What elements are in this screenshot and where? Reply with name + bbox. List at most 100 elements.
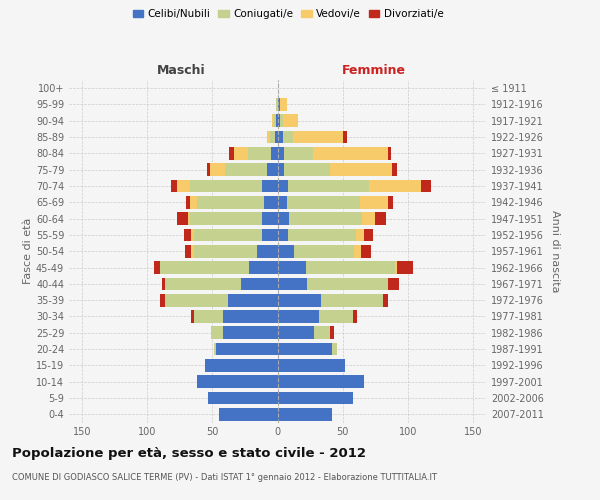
Bar: [197, 376, 277, 388]
Bar: [188, 212, 190, 225]
Y-axis label: Anni di nascita: Anni di nascita: [550, 210, 560, 292]
Bar: [248, 147, 271, 160]
Bar: [280, 98, 287, 111]
Bar: [226, 164, 267, 176]
Bar: [287, 196, 359, 208]
Bar: [223, 310, 277, 323]
Bar: [269, 130, 275, 143]
Bar: [185, 245, 191, 258]
Bar: [362, 212, 375, 225]
Bar: [277, 342, 332, 355]
Bar: [205, 359, 277, 372]
Text: Popolazione per età, sesso e stato civile - 2012: Popolazione per età, sesso e stato civil…: [12, 448, 366, 460]
Bar: [186, 196, 190, 208]
Bar: [293, 130, 343, 143]
Bar: [249, 261, 277, 274]
Bar: [329, 164, 392, 176]
Bar: [210, 164, 226, 176]
Bar: [197, 196, 265, 208]
Bar: [319, 310, 353, 323]
Bar: [276, 98, 277, 111]
Bar: [272, 114, 274, 127]
Bar: [277, 392, 353, 404]
Text: COMUNE DI GODIASCO SALICE TERME (PV) - Dati ISTAT 1° gennaio 2012 - Elaborazione: COMUNE DI GODIASCO SALICE TERME (PV) - D…: [12, 472, 437, 482]
Bar: [194, 245, 257, 258]
Bar: [219, 408, 277, 420]
Bar: [191, 310, 194, 323]
Bar: [388, 196, 394, 208]
Bar: [329, 326, 334, 339]
Bar: [190, 212, 262, 225]
Bar: [288, 180, 369, 192]
Bar: [277, 147, 284, 160]
Bar: [289, 212, 362, 225]
Bar: [353, 310, 357, 323]
Legend: Celibi/Nubili, Coniugati/e, Vedovi/e, Divorziati/e: Celibi/Nubili, Coniugati/e, Vedovi/e, Di…: [128, 5, 448, 24]
Bar: [223, 326, 277, 339]
Bar: [166, 278, 241, 290]
Bar: [284, 164, 329, 176]
Bar: [388, 147, 391, 160]
Bar: [274, 114, 276, 127]
Bar: [277, 310, 319, 323]
Bar: [194, 228, 262, 241]
Bar: [355, 245, 361, 258]
Bar: [332, 342, 337, 355]
Bar: [277, 180, 288, 192]
Bar: [190, 196, 197, 208]
Bar: [207, 164, 210, 176]
Bar: [388, 278, 398, 290]
Bar: [257, 245, 277, 258]
Bar: [283, 114, 298, 127]
Bar: [191, 245, 194, 258]
Bar: [161, 278, 166, 290]
Bar: [241, 278, 277, 290]
Bar: [154, 261, 160, 274]
Bar: [177, 180, 190, 192]
Bar: [277, 212, 289, 225]
Bar: [320, 294, 383, 306]
Bar: [364, 228, 373, 241]
Bar: [277, 164, 284, 176]
Bar: [262, 212, 277, 225]
Bar: [343, 130, 347, 143]
Bar: [314, 326, 329, 339]
Bar: [277, 326, 314, 339]
Bar: [170, 180, 177, 192]
Bar: [194, 310, 223, 323]
Bar: [306, 261, 395, 274]
Bar: [307, 278, 388, 290]
Bar: [277, 278, 307, 290]
Bar: [214, 342, 216, 355]
Bar: [177, 212, 188, 225]
Bar: [283, 130, 293, 143]
Bar: [359, 196, 388, 208]
Bar: [277, 294, 320, 306]
Bar: [191, 228, 194, 241]
Bar: [216, 342, 277, 355]
Bar: [166, 294, 228, 306]
Text: Maschi: Maschi: [157, 64, 206, 78]
Bar: [235, 147, 248, 160]
Bar: [277, 376, 364, 388]
Bar: [277, 98, 280, 111]
Bar: [160, 294, 166, 306]
Bar: [375, 212, 386, 225]
Bar: [267, 164, 277, 176]
Y-axis label: Fasce di età: Fasce di età: [23, 218, 33, 284]
Bar: [265, 196, 277, 208]
Bar: [313, 147, 388, 160]
Bar: [277, 196, 287, 208]
Bar: [392, 164, 397, 176]
Bar: [229, 147, 235, 160]
Bar: [288, 228, 356, 241]
Text: Femmine: Femmine: [341, 64, 406, 78]
Bar: [262, 228, 277, 241]
Bar: [208, 392, 277, 404]
Bar: [277, 245, 295, 258]
Bar: [277, 261, 306, 274]
Bar: [184, 228, 191, 241]
Bar: [190, 180, 262, 192]
Bar: [383, 294, 388, 306]
Bar: [277, 359, 345, 372]
